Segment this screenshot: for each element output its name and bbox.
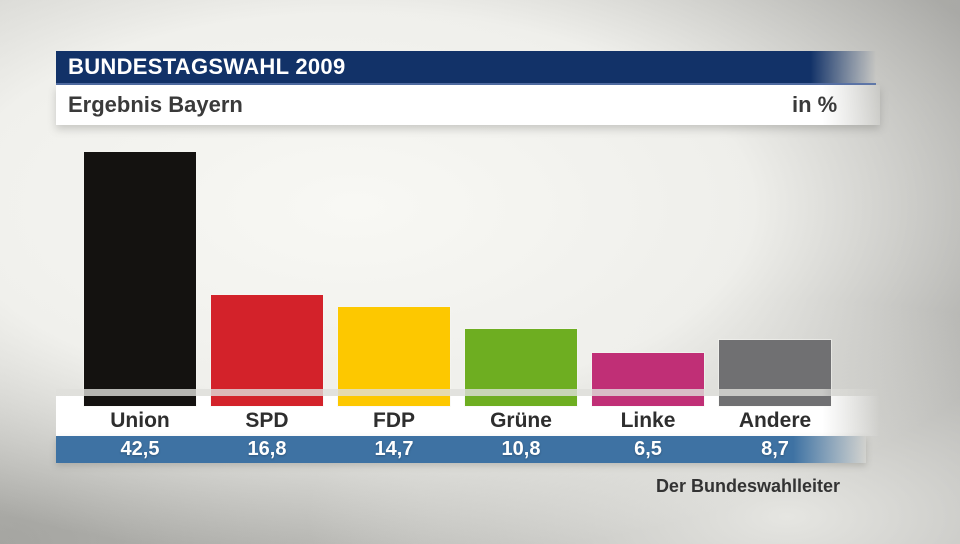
category-label: Andere (738, 409, 812, 432)
title-bar: BUNDESTAGSWAHL 2009 (56, 51, 876, 85)
subtitle-bar: Ergebnis Bayern in % (56, 85, 880, 125)
value-label: 10,8 (501, 438, 541, 460)
page-title: BUNDESTAGSWAHL 2009 (68, 54, 346, 79)
category-label: SPD (245, 409, 289, 432)
value-label: 8,7 (761, 438, 789, 460)
baseline-axis (56, 389, 880, 396)
value-band (56, 436, 866, 463)
bar-spd (211, 295, 323, 406)
category-label: FDP (373, 409, 415, 432)
category-label: Linke (620, 409, 676, 432)
value-label: 16,8 (247, 438, 287, 460)
value-label: 6,5 (634, 438, 662, 460)
bar-linke (592, 353, 704, 406)
value-label: 14,7 (374, 438, 414, 460)
bar-union (84, 152, 196, 406)
category-label: Union (110, 409, 170, 432)
value-label: 42,5 (120, 438, 160, 460)
page-subtitle: Ergebnis Bayern (68, 92, 243, 117)
source-credit: Der Bundeswahlleiter (655, 476, 840, 496)
category-label: Grüne (490, 409, 552, 432)
bar-andere (719, 340, 831, 406)
unit-label: in % (792, 92, 838, 117)
